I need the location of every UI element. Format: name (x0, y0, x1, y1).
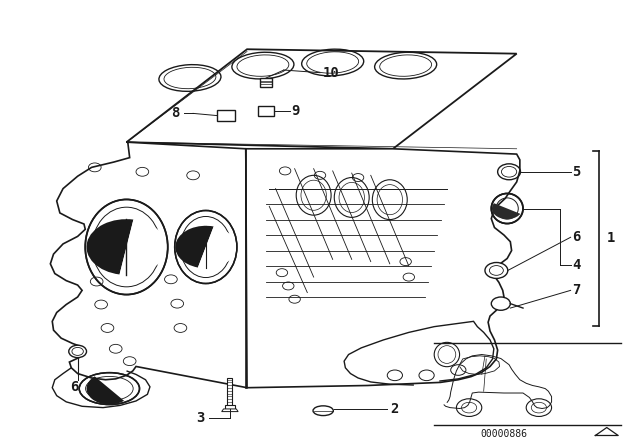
Text: 6: 6 (573, 230, 581, 244)
Text: 7: 7 (573, 284, 581, 297)
Text: 8: 8 (171, 106, 179, 121)
Text: 6: 6 (70, 380, 78, 394)
Bar (227, 378, 232, 408)
Polygon shape (221, 409, 238, 412)
Polygon shape (246, 149, 520, 388)
Polygon shape (127, 49, 516, 149)
Wedge shape (198, 227, 236, 268)
Circle shape (485, 263, 508, 278)
Polygon shape (51, 142, 247, 388)
Wedge shape (120, 220, 166, 275)
FancyBboxPatch shape (217, 110, 235, 121)
FancyBboxPatch shape (260, 78, 273, 87)
Wedge shape (492, 203, 520, 219)
Text: 9: 9 (291, 104, 300, 118)
Text: 00000886: 00000886 (481, 429, 527, 439)
Wedge shape (86, 376, 124, 405)
Wedge shape (175, 226, 214, 267)
Bar (225, 405, 235, 409)
Wedge shape (86, 219, 133, 275)
FancyBboxPatch shape (258, 106, 275, 116)
Text: 3: 3 (196, 411, 205, 425)
Text: 1: 1 (607, 231, 615, 245)
Text: 2: 2 (390, 402, 398, 416)
Circle shape (68, 345, 86, 358)
Text: 5: 5 (573, 165, 581, 179)
Text: 10: 10 (323, 66, 340, 80)
Text: 4: 4 (573, 258, 581, 271)
Circle shape (492, 297, 510, 310)
